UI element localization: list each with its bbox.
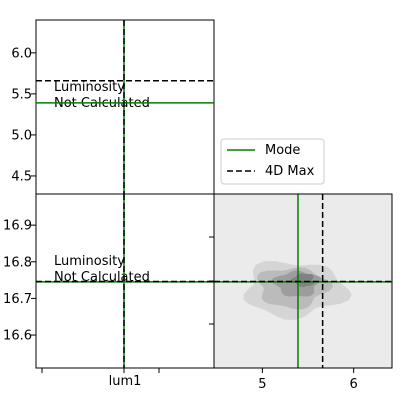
bottom-right-x-tick-label-0: 5 [258,377,266,392]
bottom-left-y-tick-label-2: 16.8 [3,255,32,270]
legend-4dmax-label: 4D Max [265,164,315,179]
legend: Mode 4D Max [220,138,325,185]
density-level-4 [290,273,314,288]
bottom-left-y-ticks: 16.6 16.7 16.8 16.9 [3,219,36,344]
top-left-y-tick-label-2: 5.5 [11,87,32,102]
bottom-left-y-tick-label-1: 16.7 [3,292,32,307]
bottom-left-y-tick-label-3: 16.9 [3,219,32,234]
top-left-annotation-line1: Luminosity [54,80,125,95]
top-left-frame [35,19,215,195]
bottom-right-x-tick-label-1: 6 [350,377,358,392]
legend-mode-label: Mode [265,143,300,158]
bottom-left-annotation-line2: Not Calculated [54,270,150,285]
top-left-y-tick-label-3: 6.0 [11,46,32,61]
bottom-left-y-tick-label-0: 16.6 [3,329,32,344]
bottom-left-x-tick-label: lum1 [109,374,142,389]
bottom-left-panel: 16.6 16.7 16.8 16.9 Luminosity Not Calculat… [3,193,215,389]
top-left-y-tick-label-0: 4.5 [11,169,32,184]
top-left-panel: 4.55.05.56.0 Luminosity Not Calculated [11,19,215,195]
top-left-y-tick-label-1: 5.0 [11,128,32,143]
bottom-left-annotation-line1: Luminosity [54,254,125,269]
top-left-y-ticks: 4.5 5.0 5.5 6.0 [11,46,36,184]
